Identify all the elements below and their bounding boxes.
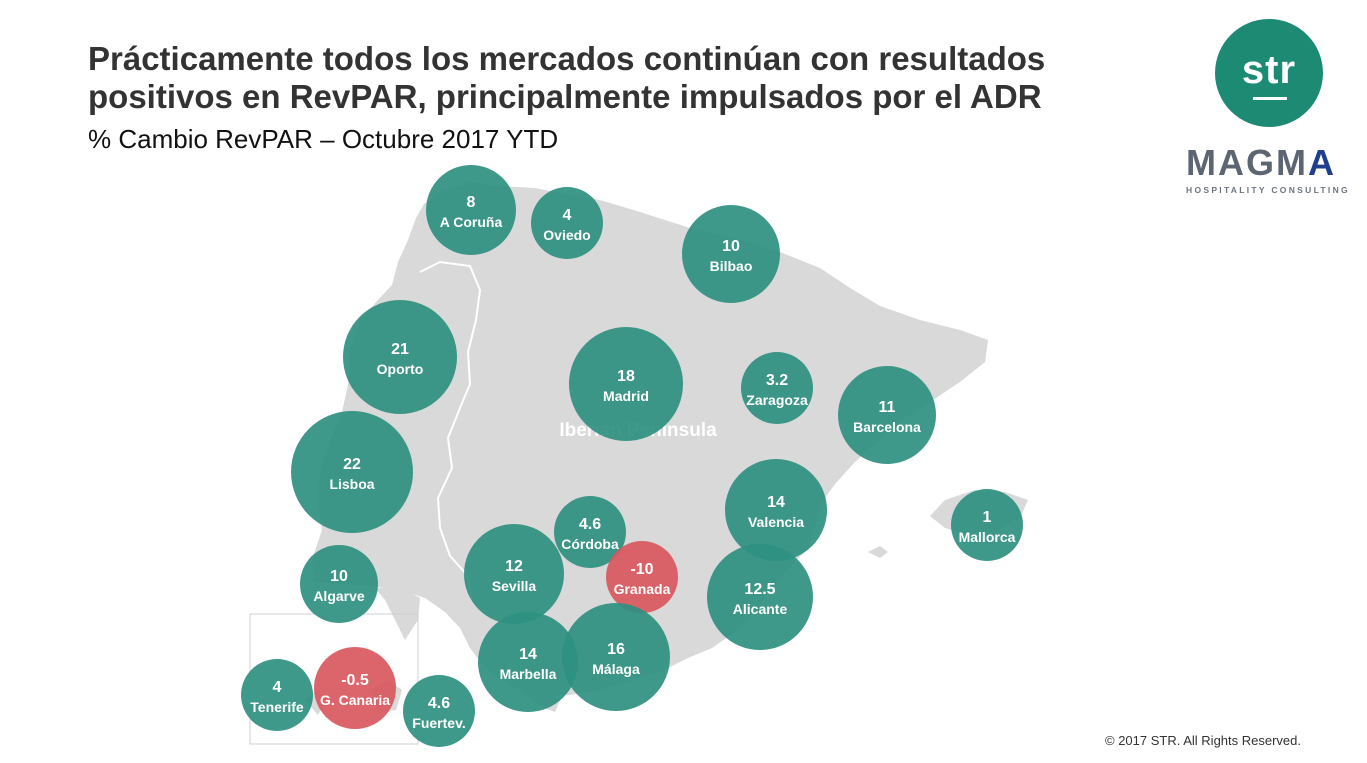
bubble-value: 1 bbox=[983, 509, 992, 526]
bubble-value: 14 bbox=[767, 494, 785, 511]
bubble-value: 14 bbox=[519, 646, 537, 663]
bubble-sevilla: 12 Sevilla bbox=[464, 524, 564, 624]
bubble-label: Algarve bbox=[313, 588, 365, 604]
bubble-circle bbox=[426, 165, 516, 255]
bubble-label: Granada bbox=[614, 581, 671, 597]
bubble-marbella: 14 Marbella bbox=[478, 612, 578, 712]
magma-logo-text: MAGM bbox=[1186, 142, 1308, 183]
bubble-bilbao: 10 Bilbao bbox=[682, 205, 780, 303]
bubble-label: Mallorca bbox=[959, 529, 1016, 545]
bubble-circle bbox=[562, 603, 670, 711]
bubble-circle bbox=[606, 541, 678, 613]
copyright-notice: © 2017 STR. All Rights Reserved. bbox=[1105, 733, 1301, 748]
bubble-value: 4 bbox=[273, 679, 282, 696]
bubble-value: 3.2 bbox=[766, 372, 788, 389]
bubble-circle bbox=[707, 544, 813, 650]
bubble-label: Oporto bbox=[377, 361, 424, 377]
bubble-mallorca: 1 Mallorca bbox=[951, 489, 1023, 561]
bubble-oviedo: 4 Oviedo bbox=[531, 187, 603, 259]
bubble-label: Oviedo bbox=[543, 227, 590, 243]
bubble-value: 4.6 bbox=[428, 695, 450, 712]
bubble-algarve: 10 Algarve bbox=[300, 545, 378, 623]
bubble-label: Marbella bbox=[500, 666, 557, 682]
ibiza-island bbox=[868, 546, 888, 558]
page-title: Prácticamente todos los mercados continú… bbox=[88, 40, 1046, 115]
bubble-circle bbox=[314, 647, 396, 729]
bubble-label: Lisboa bbox=[329, 476, 374, 492]
bubble-value: 12 bbox=[505, 558, 523, 575]
bubble-oporto: 21 Oporto bbox=[343, 300, 457, 414]
bubble-malaga: 16 Málaga bbox=[562, 603, 670, 711]
bubble-value: 4.6 bbox=[579, 516, 601, 533]
bubble-g-canaria: -0.5 G. Canaria bbox=[314, 647, 396, 729]
bubble-tenerife: 4 Tenerife bbox=[241, 659, 313, 731]
bubble-value: 11 bbox=[879, 399, 896, 416]
bubble-fuertev: 4.6 Fuertev. bbox=[403, 675, 475, 747]
bubble-barcelona: 11 Barcelona bbox=[838, 366, 936, 464]
bubble-circle bbox=[682, 205, 780, 303]
bubble-madrid: 18 Madrid bbox=[569, 327, 683, 441]
bubble-zaragoza: 3.2 Zaragoza bbox=[741, 352, 813, 424]
bubble-circle bbox=[241, 659, 313, 731]
bubble-circle bbox=[741, 352, 813, 424]
bubble-value: 10 bbox=[330, 568, 348, 585]
bubble-label: Barcelona bbox=[853, 419, 921, 435]
bubble-circle bbox=[531, 187, 603, 259]
bubble-label: Zaragoza bbox=[746, 392, 808, 408]
bubble-label: Córdoba bbox=[561, 536, 619, 552]
bubble-circle bbox=[478, 612, 578, 712]
bubble-circle bbox=[554, 496, 626, 568]
bubble-value: 21 bbox=[391, 341, 409, 358]
bubble-alicante: 12.5 Alicante bbox=[707, 544, 813, 650]
bubble-value: 22 bbox=[343, 456, 361, 473]
bubble-label: Bilbao bbox=[710, 258, 753, 274]
chart-subtitle: % Cambio RevPAR – Octubre 2017 YTD bbox=[88, 124, 559, 154]
str-logo-bar bbox=[1253, 97, 1287, 100]
bubble-value: -10 bbox=[630, 561, 653, 578]
magma-logo-accent: A bbox=[1307, 142, 1336, 183]
bubble-lisboa: 22 Lisboa bbox=[291, 411, 413, 533]
bubble-value: 4 bbox=[563, 207, 572, 224]
bubble-label: Tenerife bbox=[250, 699, 304, 715]
bubble-circle bbox=[951, 489, 1023, 561]
bubble-cordoba: 4.6 Córdoba bbox=[554, 496, 626, 568]
bubble-a-coruna: 8 A Coruña bbox=[426, 165, 516, 255]
bubble-circle bbox=[343, 300, 457, 414]
bubble-label: Madrid bbox=[603, 388, 649, 404]
bubble-circle bbox=[725, 459, 827, 561]
bubble-value: 8 bbox=[467, 194, 476, 211]
bubble-value: 12.5 bbox=[744, 581, 775, 598]
bubble-value: -0.5 bbox=[341, 672, 369, 689]
bubble-label: Fuertev. bbox=[412, 715, 465, 731]
bubble-circle bbox=[569, 327, 683, 441]
bubble-label: Málaga bbox=[592, 661, 640, 677]
bubble-circle bbox=[838, 366, 936, 464]
bubble-granada: -10 Granada bbox=[606, 541, 678, 613]
bubble-circle bbox=[464, 524, 564, 624]
bubble-value: 18 bbox=[617, 368, 635, 385]
bubble-label: Alicante bbox=[733, 601, 788, 617]
bubble-circle bbox=[300, 545, 378, 623]
magma-logo: MAGMA bbox=[1186, 142, 1364, 184]
magma-logo-subtitle: HOSPITALITY CONSULTING bbox=[1186, 185, 1350, 195]
bubble-circle bbox=[291, 411, 413, 533]
bubble-label: A Coruña bbox=[440, 214, 503, 230]
str-logo: str bbox=[1215, 19, 1323, 127]
portugal-border bbox=[419, 260, 482, 601]
bubble-label: Valencia bbox=[748, 514, 804, 530]
str-logo-text: str bbox=[1241, 47, 1297, 92]
bubble-value: 10 bbox=[722, 238, 740, 255]
bubble-valencia: 14 Valencia bbox=[725, 459, 827, 561]
bubble-circle bbox=[403, 675, 475, 747]
bubble-label: Sevilla bbox=[492, 578, 537, 594]
bubble-value: 16 bbox=[607, 641, 625, 658]
bubble-label: G. Canaria bbox=[320, 692, 390, 708]
bubble-layer: 8 A Coruña 4 Oviedo 10 Bilbao 21 Oporto 18 Madrid… bbox=[241, 165, 1023, 747]
